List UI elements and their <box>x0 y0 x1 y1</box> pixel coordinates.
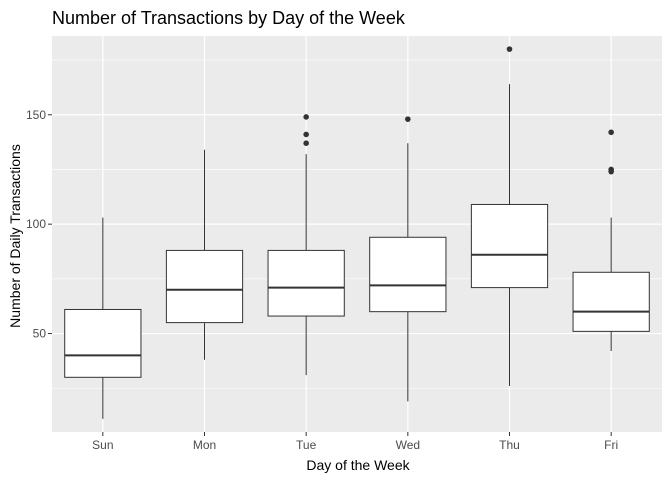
outlier-point <box>303 131 309 138</box>
outlier-point <box>506 46 513 52</box>
y-axis-ticks: 50 100 150 <box>26 108 52 341</box>
outlier-point <box>303 140 309 147</box>
outlier-point <box>405 116 411 122</box>
x-axis-title: Day of the Week <box>306 457 410 473</box>
iqr-box <box>572 271 650 332</box>
x-tick-label: Sun <box>92 438 113 452</box>
chart-title: Number of Transactions by Day of the Wee… <box>52 8 406 28</box>
y-tick-label: 50 <box>33 327 47 341</box>
box-sun <box>64 217 142 419</box>
outlier-point <box>303 114 309 120</box>
x-axis-ticks: Sun Mon Tue Wed Thu Fri <box>92 432 618 452</box>
x-tick-label: Fri <box>604 438 618 452</box>
y-tick-label: 150 <box>26 108 46 122</box>
box-wed <box>369 116 447 402</box>
x-tick-label: Wed <box>396 438 420 452</box>
box-fri <box>572 129 650 352</box>
iqr-box <box>267 249 345 317</box>
box-mon <box>165 149 244 360</box>
outlier-point <box>608 166 614 173</box>
iqr-box <box>64 308 142 378</box>
boxes-layer <box>64 46 650 419</box>
box-thu <box>470 46 549 387</box>
minor-gridlines <box>52 59 662 389</box>
x-tick-label: Thu <box>499 438 520 452</box>
plot-panel <box>52 36 662 432</box>
x-tick-label: Mon <box>193 438 216 452</box>
y-tick-label: 100 <box>26 217 46 231</box>
outlier-point <box>608 129 614 136</box>
x-tick-label: Tue <box>296 438 317 452</box>
iqr-box <box>165 249 244 324</box>
iqr-box <box>369 236 447 313</box>
y-axis-title: Number of Daily Transactions <box>7 144 23 328</box>
box-tue <box>267 114 345 376</box>
iqr-box <box>470 203 549 289</box>
